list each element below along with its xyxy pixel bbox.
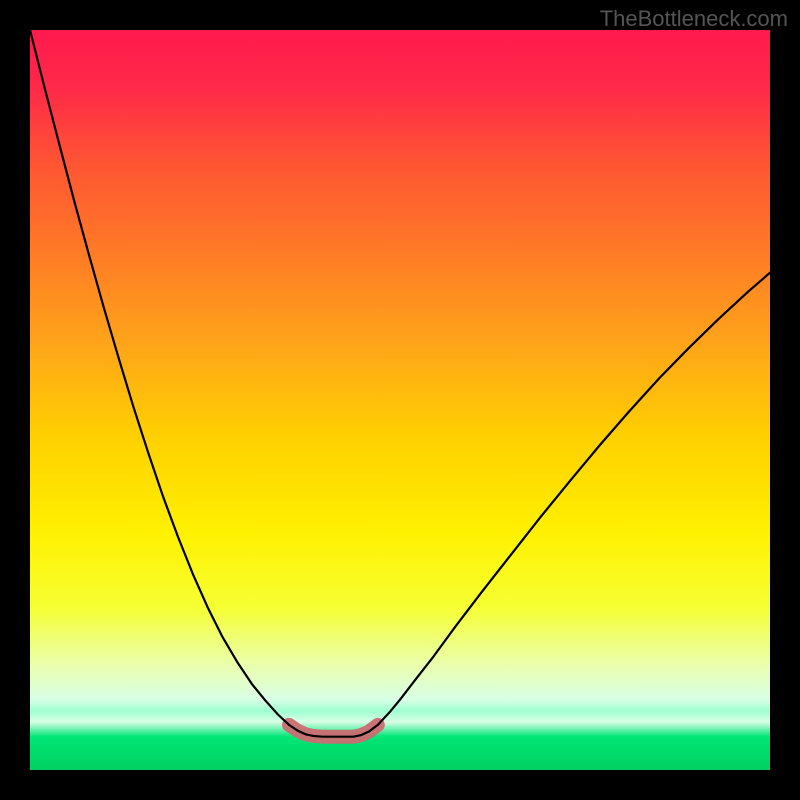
chart-svg <box>0 0 800 800</box>
plot-background-gradient <box>30 30 770 770</box>
chart-frame: TheBottleneck.com <box>0 0 800 800</box>
watermark-text: TheBottleneck.com <box>600 6 788 32</box>
